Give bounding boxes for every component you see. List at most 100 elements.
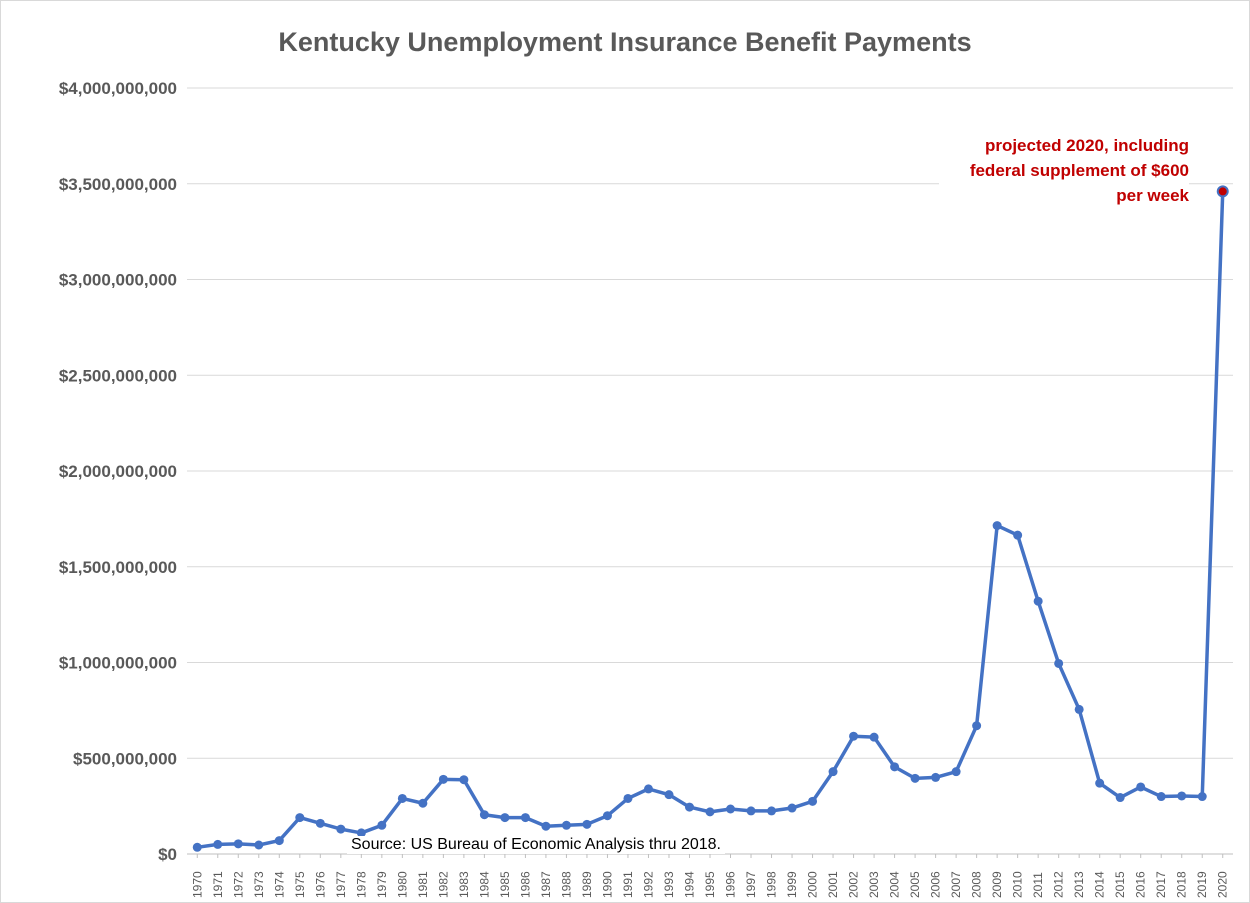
data-point	[356, 828, 366, 838]
highlight-point	[1216, 185, 1229, 198]
data-point	[1177, 791, 1187, 801]
x-tick-label: 1988	[559, 871, 573, 898]
x-tick-label: 2003	[867, 871, 881, 898]
x-tick-label: 2000	[806, 871, 820, 898]
x-tick-label: 2009	[990, 871, 1004, 898]
x-tick-label: 2014	[1093, 871, 1107, 898]
data-point	[890, 762, 900, 772]
data-point	[192, 842, 202, 852]
y-tick-label: $500,000,000	[73, 749, 177, 768]
x-tick-label: 2011	[1031, 872, 1045, 898]
y-tick-label: $4,000,000,000	[59, 79, 177, 98]
data-point	[623, 793, 633, 803]
data-point	[910, 773, 920, 783]
data-point	[849, 731, 859, 741]
y-tick-label: $3,000,000,000	[59, 271, 177, 290]
data-point	[438, 774, 448, 784]
data-point	[582, 819, 592, 829]
data-point	[1136, 782, 1146, 792]
y-tick-label: $1,000,000,000	[59, 654, 177, 673]
data-point	[828, 767, 838, 777]
data-point	[1156, 792, 1166, 802]
x-tick-label: 1982	[436, 871, 450, 898]
data-point	[1013, 530, 1023, 540]
data-point	[643, 784, 653, 794]
data-point	[459, 775, 469, 785]
x-tick-label: 1989	[580, 871, 594, 898]
data-point	[397, 793, 407, 803]
data-point	[726, 804, 736, 814]
data-point	[479, 810, 489, 820]
data-point	[213, 839, 223, 849]
x-tick-label: 2005	[908, 871, 922, 898]
x-tick-label: 1986	[518, 871, 532, 898]
x-tick-label: 2016	[1134, 871, 1148, 898]
x-tick-label: 1992	[641, 871, 655, 898]
x-tick-label: 2007	[949, 871, 963, 898]
x-tick-label: 1972	[231, 871, 245, 898]
data-point	[808, 796, 818, 806]
x-tick-label: 1979	[375, 871, 389, 898]
chart-title: Kentucky Unemployment Insurance Benefit …	[278, 27, 972, 57]
data-point	[1074, 704, 1084, 714]
x-tick-label: 1985	[498, 871, 512, 898]
data-point	[931, 772, 941, 782]
x-tick-label: 1975	[293, 871, 307, 898]
data-point	[377, 820, 387, 830]
x-tick-label: 1976	[313, 871, 327, 898]
data-point	[500, 813, 510, 823]
data-point	[315, 818, 325, 828]
x-tick-label: 1983	[457, 871, 471, 898]
x-tick-label: 2015	[1113, 871, 1127, 898]
gridlines	[187, 87, 1233, 855]
data-point	[1095, 778, 1105, 788]
data-point	[664, 790, 674, 800]
y-tick-label: $3,500,000,000	[59, 175, 177, 194]
data-point	[972, 721, 982, 731]
x-tick-label: 1974	[272, 871, 286, 898]
series-layer	[192, 185, 1229, 852]
x-tick-label: 2008	[970, 871, 984, 898]
x-tick-label: 1981	[416, 871, 430, 898]
x-tick-label: 2002	[847, 871, 861, 898]
data-point	[295, 813, 305, 823]
data-point	[767, 806, 777, 816]
x-tick-label: 2013	[1072, 871, 1086, 898]
data-point	[746, 806, 756, 816]
x-tick-label: 1978	[354, 871, 368, 898]
x-tick-label: 1971	[211, 871, 225, 898]
x-tick-label: 1999	[785, 871, 799, 898]
x-tick-label: 2004	[888, 871, 902, 898]
series-line	[195, 189, 1225, 850]
data-point	[1054, 658, 1064, 668]
x-tick-label: 1987	[539, 871, 553, 898]
data-point	[684, 802, 694, 812]
data-point	[418, 798, 428, 808]
x-tick-label: 1991	[621, 871, 635, 898]
x-tick-label: 2017	[1154, 871, 1168, 898]
x-tick-label: 2012	[1052, 871, 1066, 898]
x-axis: 1970 1971 1972 1973 1974 1975 1976 1977 1978 1979…	[190, 854, 1230, 898]
data-point	[1197, 792, 1207, 802]
data-point	[274, 836, 284, 846]
x-tick-label: 1998	[765, 871, 779, 898]
x-tick-label: 1994	[682, 871, 696, 898]
x-tick-label: 1973	[252, 871, 266, 898]
data-point	[787, 803, 797, 813]
x-tick-label: 1997	[744, 871, 758, 898]
x-tick-label: 2010	[1011, 871, 1025, 898]
data-point	[520, 813, 530, 823]
data-point	[869, 732, 879, 742]
y-tick-label: $2,500,000,000	[59, 366, 177, 385]
data-point	[233, 839, 243, 849]
data-point	[541, 821, 551, 831]
x-tick-label: 2019	[1195, 871, 1209, 898]
data-point	[705, 807, 715, 817]
data-point	[951, 767, 961, 777]
x-tick-label: 2006	[929, 871, 943, 898]
x-tick-label: 2018	[1175, 871, 1189, 898]
x-tick-label: 1984	[477, 871, 491, 898]
data-point	[602, 811, 612, 821]
